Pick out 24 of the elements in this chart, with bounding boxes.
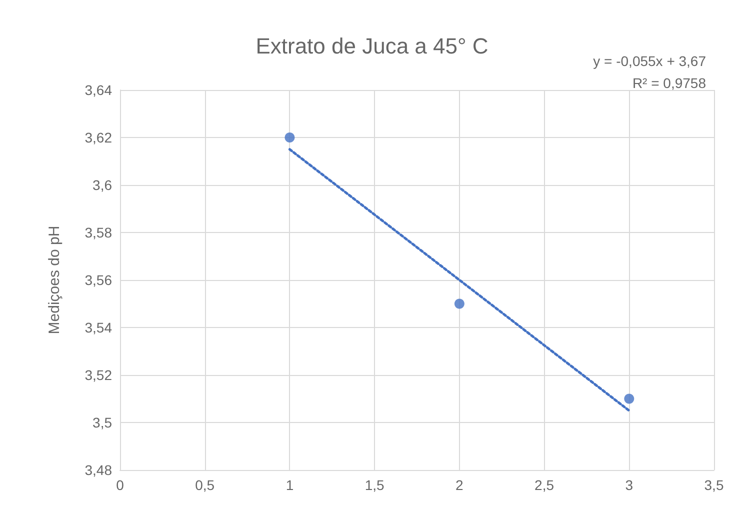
y-tick-label: 3,6 bbox=[92, 177, 112, 193]
y-axis-title: Mediçoes do pH bbox=[46, 226, 63, 334]
y-tick-label: 3,58 bbox=[84, 224, 112, 240]
x-tick-label: 2 bbox=[456, 477, 464, 493]
y-tick-label: 3,62 bbox=[84, 130, 112, 146]
x-tick-label: 1,5 bbox=[364, 477, 385, 493]
x-tick-label: 0 bbox=[116, 477, 124, 493]
point bbox=[624, 394, 634, 404]
y-tick-label: 3,5 bbox=[92, 414, 112, 430]
y-tick-label: 3,64 bbox=[84, 82, 112, 98]
y-tick-label: 3,48 bbox=[84, 462, 112, 478]
x-tick-label: 1 bbox=[286, 477, 294, 493]
y-tick-label: 3,52 bbox=[84, 367, 112, 383]
chart-title: Extrato de Juca a 45° C bbox=[256, 34, 488, 58]
x-tick-label: 3 bbox=[625, 477, 634, 493]
x-tick-label: 0,5 bbox=[195, 477, 215, 493]
x-tick-label: 3,5 bbox=[704, 477, 724, 493]
x-tick-label: 2,5 bbox=[534, 477, 554, 493]
y-tick-label: 3,54 bbox=[84, 320, 112, 336]
y-tick-label: 3,56 bbox=[84, 272, 112, 288]
text: y = -0,055x + 3,67 bbox=[593, 53, 706, 69]
point bbox=[284, 132, 295, 142]
annotation: R² = 0,9758 bbox=[632, 75, 706, 91]
point bbox=[454, 298, 464, 309]
